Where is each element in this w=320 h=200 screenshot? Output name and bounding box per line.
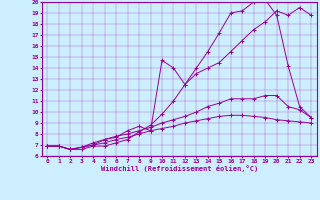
X-axis label: Windchill (Refroidissement éolien,°C): Windchill (Refroidissement éolien,°C): [100, 165, 258, 172]
